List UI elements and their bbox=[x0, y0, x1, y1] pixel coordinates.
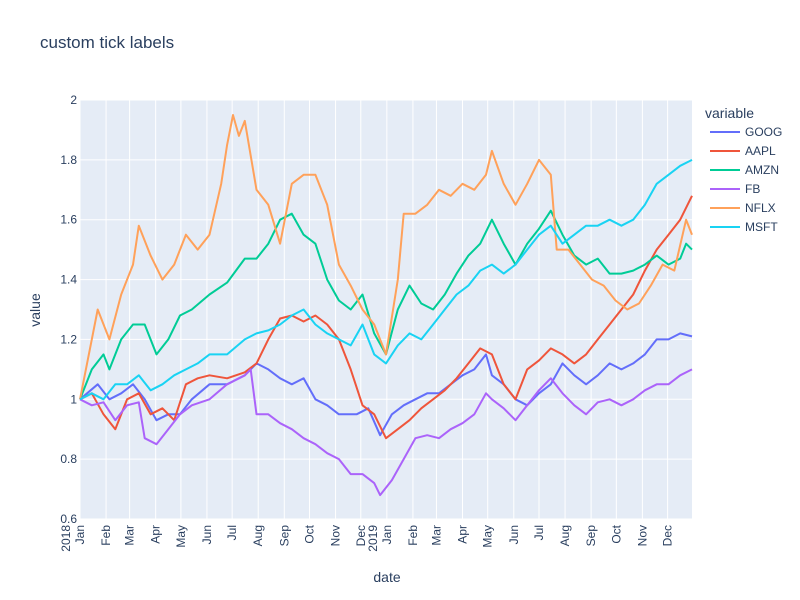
y-tick-label: 1.2 bbox=[60, 332, 77, 346]
y-tick-label: 1.6 bbox=[60, 213, 77, 227]
x-tick-label: Feb bbox=[406, 525, 420, 546]
x-tick-label: Mar bbox=[429, 525, 443, 546]
y-tick-label: 1 bbox=[70, 392, 77, 406]
y-axis-title: value bbox=[27, 293, 43, 327]
x-tick-label: Aug bbox=[558, 525, 572, 546]
legend-item-nflx[interactable]: NFLX bbox=[745, 201, 776, 215]
x-tick-label: Dec bbox=[354, 525, 368, 546]
x-tick-label: Jan bbox=[380, 525, 394, 544]
x-tick-label: Sep bbox=[277, 525, 291, 547]
x-tick-year-label: 2019 bbox=[366, 525, 380, 552]
legend: variable GOOG AAPL AMZN FB NFLX MSFT bbox=[705, 105, 782, 234]
x-tick-label: Feb bbox=[99, 525, 113, 546]
y-tick-label: 1.4 bbox=[60, 273, 77, 287]
x-tick-label: Jul bbox=[225, 525, 239, 540]
y-axis: 0.6 0.8 1 1.2 1.4 1.6 1.8 2 bbox=[60, 93, 77, 526]
y-tick-label: 0.8 bbox=[60, 452, 77, 466]
series-line-nflx bbox=[79, 114, 693, 400]
series-line-goog bbox=[79, 332, 693, 437]
x-tick-label: Apr bbox=[456, 525, 470, 544]
x-tick-label: Nov bbox=[329, 525, 343, 546]
x-tick-label: Jun bbox=[507, 525, 521, 544]
x-tick-label: Jun bbox=[200, 525, 214, 544]
legend-title: variable bbox=[705, 105, 754, 121]
legend-item-msft[interactable]: MSFT bbox=[745, 220, 778, 234]
grid bbox=[79, 99, 692, 520]
legend-item-fb[interactable]: FB bbox=[745, 182, 760, 196]
legend-item-amzn[interactable]: AMZN bbox=[745, 163, 779, 177]
x-tick-label: Oct bbox=[609, 524, 623, 543]
y-tick-label: 0.6 bbox=[60, 512, 77, 526]
x-tick-label: Jan bbox=[73, 525, 87, 544]
y-tick-label: 2 bbox=[70, 93, 77, 107]
x-axis-title: date bbox=[373, 569, 400, 585]
x-tick-label: Nov bbox=[635, 525, 649, 546]
series-line-amzn bbox=[79, 209, 693, 400]
x-tick-label: Mar bbox=[123, 525, 137, 546]
chart-title: custom tick labels bbox=[40, 33, 175, 52]
x-tick-label: May bbox=[174, 525, 188, 548]
x-tick-label: May bbox=[481, 525, 495, 548]
x-tick-label: Aug bbox=[251, 525, 265, 546]
plot-area bbox=[79, 114, 693, 497]
x-tick-label: Sep bbox=[584, 525, 598, 547]
series-line-msft bbox=[79, 159, 693, 401]
legend-item-goog[interactable]: GOOG bbox=[745, 125, 782, 139]
plot-background bbox=[80, 100, 692, 519]
x-tick-year-label: 2018 bbox=[59, 525, 73, 552]
series-line-aapl bbox=[79, 195, 693, 440]
legend-item-aapl[interactable]: AAPL bbox=[745, 144, 776, 158]
y-tick-label: 1.8 bbox=[60, 153, 77, 167]
x-tick-label: Dec bbox=[661, 525, 675, 546]
x-tick-label: Apr bbox=[149, 525, 163, 544]
series-line-fb bbox=[79, 368, 693, 497]
x-tick-label: Jul bbox=[532, 525, 546, 540]
x-tick-label: Oct bbox=[303, 524, 317, 543]
